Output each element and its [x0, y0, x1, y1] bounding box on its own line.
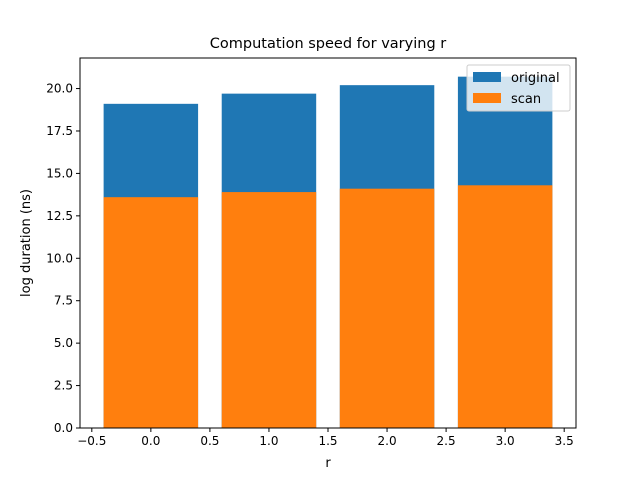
- x-tick-label: 2.5: [437, 434, 456, 448]
- x-tick-label: 1.5: [318, 434, 337, 448]
- legend-label-scan: scan: [511, 92, 541, 107]
- y-tick-label: 17.5: [46, 124, 73, 138]
- bar-scan-2: [339, 188, 435, 428]
- y-tick-label: 2.5: [54, 379, 73, 393]
- legend-swatch-scan: [473, 93, 501, 103]
- x-axis-ticks: −0.5 0.0 0.5 1.0 1.5 2.0 2.5 3.0 3.5: [77, 428, 574, 448]
- legend-swatch-original: [473, 72, 501, 82]
- bar-scan-0: [103, 197, 199, 428]
- x-tick-label: 3.5: [555, 434, 574, 448]
- y-tick-label: 7.5: [54, 294, 73, 308]
- x-tick-label: 0.0: [141, 434, 160, 448]
- x-tick-label: −0.5: [77, 434, 106, 448]
- y-tick-label: 10.0: [46, 251, 73, 265]
- bar-scan-1: [221, 192, 317, 428]
- x-tick-label: 1.0: [259, 434, 278, 448]
- y-axis-label: log duration (ns): [19, 189, 34, 297]
- x-axis-label: r: [325, 456, 331, 471]
- x-tick-label: 3.0: [496, 434, 515, 448]
- y-tick-label: 15.0: [46, 166, 73, 180]
- y-tick-label: 0.0: [54, 421, 73, 435]
- bars-layer: [103, 76, 553, 429]
- y-tick-label: 20.0: [46, 82, 73, 96]
- legend: original scan: [466, 64, 571, 112]
- x-tick-label: 0.5: [200, 434, 219, 448]
- y-tick-label: 5.0: [54, 336, 73, 350]
- chart-title: Computation speed for varying r: [210, 36, 446, 52]
- y-axis-ticks: 0.0 2.5 5.0 7.5 10.0 12.5 15.0 17.5 20.0: [46, 82, 80, 435]
- y-tick-label: 12.5: [46, 209, 73, 223]
- x-tick-label: 2.0: [378, 434, 397, 448]
- legend-label-original: original: [511, 71, 560, 86]
- bar-scan-3: [457, 185, 553, 428]
